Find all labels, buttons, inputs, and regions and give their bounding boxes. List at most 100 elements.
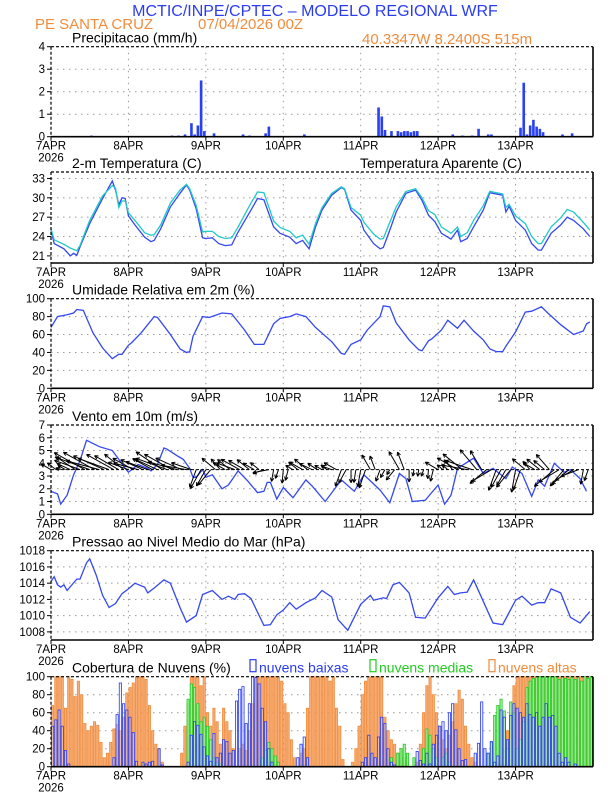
y-tick-label: 3 bbox=[39, 64, 45, 76]
x-year-label: 2026 bbox=[38, 656, 64, 668]
wind-arrow bbox=[284, 469, 289, 481]
precip-bar bbox=[409, 132, 413, 137]
cloud-low-bar bbox=[551, 715, 555, 768]
cloud-high-bar bbox=[364, 680, 368, 768]
cloud-high-bar bbox=[134, 676, 139, 768]
wind-arrow bbox=[535, 453, 550, 470]
cloud-high-bar bbox=[309, 676, 313, 768]
cloud-low-bar bbox=[231, 750, 235, 768]
x-tick-label: 7APR bbox=[36, 644, 66, 656]
cloud-high-bar bbox=[73, 696, 77, 768]
precip-bar bbox=[199, 80, 203, 137]
cloud-low-bar bbox=[447, 712, 451, 768]
precip-bar bbox=[303, 134, 306, 137]
cloud-low-bar bbox=[57, 709, 61, 768]
cloud-mid-bar bbox=[586, 678, 590, 768]
precip-bar bbox=[380, 116, 384, 137]
legend-swatch bbox=[249, 659, 257, 673]
wind-arrow bbox=[440, 463, 468, 471]
x-tick-label: 11APR bbox=[343, 644, 379, 656]
cloud-low-bar bbox=[225, 741, 229, 768]
wind-arrow bbox=[471, 469, 492, 482]
cloud-low-bar bbox=[302, 736, 306, 768]
legend-label: nuvens altas bbox=[498, 660, 577, 676]
cloud-low-bar bbox=[257, 683, 261, 768]
wind-arrow bbox=[429, 469, 434, 482]
wind-arrow bbox=[171, 461, 192, 471]
cloud-mid-bar bbox=[589, 676, 593, 768]
cloud-high-bar bbox=[138, 676, 142, 768]
cloud-low-bar bbox=[299, 743, 303, 768]
x-tick-label: 13APR bbox=[497, 771, 533, 783]
y-tick-label: 1 bbox=[39, 497, 45, 509]
cloud-high-bar bbox=[460, 698, 464, 768]
cloud-low-bar bbox=[118, 682, 122, 768]
y-tick-label: 1016 bbox=[19, 562, 45, 574]
y-tick-label: 7 bbox=[39, 420, 45, 432]
precip-bar bbox=[190, 123, 193, 137]
x-tick-label: 12APR bbox=[420, 644, 456, 656]
y-tick-label: 2 bbox=[39, 484, 45, 496]
wind-arrow bbox=[249, 462, 260, 471]
x-tick-label: 7APR bbox=[36, 141, 66, 153]
cloud-low-bar bbox=[54, 719, 58, 768]
cloud-high-bar bbox=[393, 743, 397, 768]
wind-arrow bbox=[298, 463, 313, 471]
cloud-low-bar bbox=[451, 703, 455, 768]
wind-arrow bbox=[274, 469, 279, 479]
wind-arrow bbox=[352, 469, 357, 483]
precip-bar bbox=[264, 133, 267, 137]
wind-arrow bbox=[445, 459, 473, 471]
precip-bar bbox=[390, 131, 393, 137]
x-tick-label: 11APR bbox=[343, 267, 379, 279]
cloud-low-bar bbox=[218, 752, 222, 768]
cloud-low-bar bbox=[386, 748, 390, 768]
y-tick-label: 80 bbox=[32, 312, 45, 324]
x-tick-label: 9APR bbox=[191, 644, 221, 656]
wind-arrow bbox=[496, 469, 512, 488]
cloud-low-bar bbox=[189, 734, 193, 768]
y-tick-label: 1008 bbox=[19, 627, 45, 639]
precip-bar bbox=[532, 119, 535, 137]
y-tick-label: 21 bbox=[32, 251, 45, 263]
wind-arrow bbox=[201, 457, 216, 471]
cloud-low-bar bbox=[125, 709, 129, 768]
y-tick-label: 20 bbox=[32, 365, 45, 377]
cloud-high-bar bbox=[283, 703, 287, 768]
precip-bar bbox=[486, 134, 490, 137]
wind-arrow bbox=[579, 469, 584, 485]
y-tick-label: 40 bbox=[32, 347, 45, 359]
cloud-low-bar bbox=[525, 703, 529, 768]
cloud-high-bar bbox=[180, 752, 184, 768]
precip-bar bbox=[541, 132, 545, 137]
precip-bar bbox=[561, 134, 564, 137]
cloud-low-bar bbox=[499, 709, 503, 768]
cloud-high-bar bbox=[96, 724, 100, 768]
cloud-high-bar bbox=[357, 725, 361, 768]
x-year-label: 2026 bbox=[38, 530, 64, 542]
x-tick-label: 10APR bbox=[265, 141, 301, 153]
precip-bar bbox=[193, 134, 196, 137]
y-tick-label: 100 bbox=[26, 294, 45, 306]
cloud-high-bar bbox=[312, 676, 316, 768]
cloud-high-bar bbox=[76, 680, 80, 768]
cloud-mid-bar bbox=[576, 676, 580, 768]
cloud-low-bar bbox=[305, 757, 309, 768]
cloud-low-bar bbox=[473, 752, 477, 768]
cloud-low-bar bbox=[112, 757, 116, 768]
wind-arrow bbox=[269, 469, 275, 482]
cloud-high-bar bbox=[373, 676, 377, 768]
cloud-low-bar bbox=[373, 757, 377, 768]
cloud-mid-bar bbox=[186, 698, 190, 768]
cloud-low-bar bbox=[454, 729, 458, 768]
x-tick-label: 10APR bbox=[265, 644, 301, 656]
legend-label: Temperatura Aparente (C) bbox=[360, 155, 522, 171]
y-tick-label: 5 bbox=[39, 446, 45, 458]
x-tick-label: 7APR bbox=[36, 267, 66, 279]
cloud-low-bar bbox=[380, 716, 384, 768]
panel-title: Precipitacao (mm/h) bbox=[72, 30, 197, 46]
wind-arrow bbox=[369, 455, 376, 470]
x-tick-label: 9APR bbox=[191, 771, 221, 783]
cloud-low-bar bbox=[115, 714, 119, 768]
wind-arrow bbox=[125, 460, 148, 471]
